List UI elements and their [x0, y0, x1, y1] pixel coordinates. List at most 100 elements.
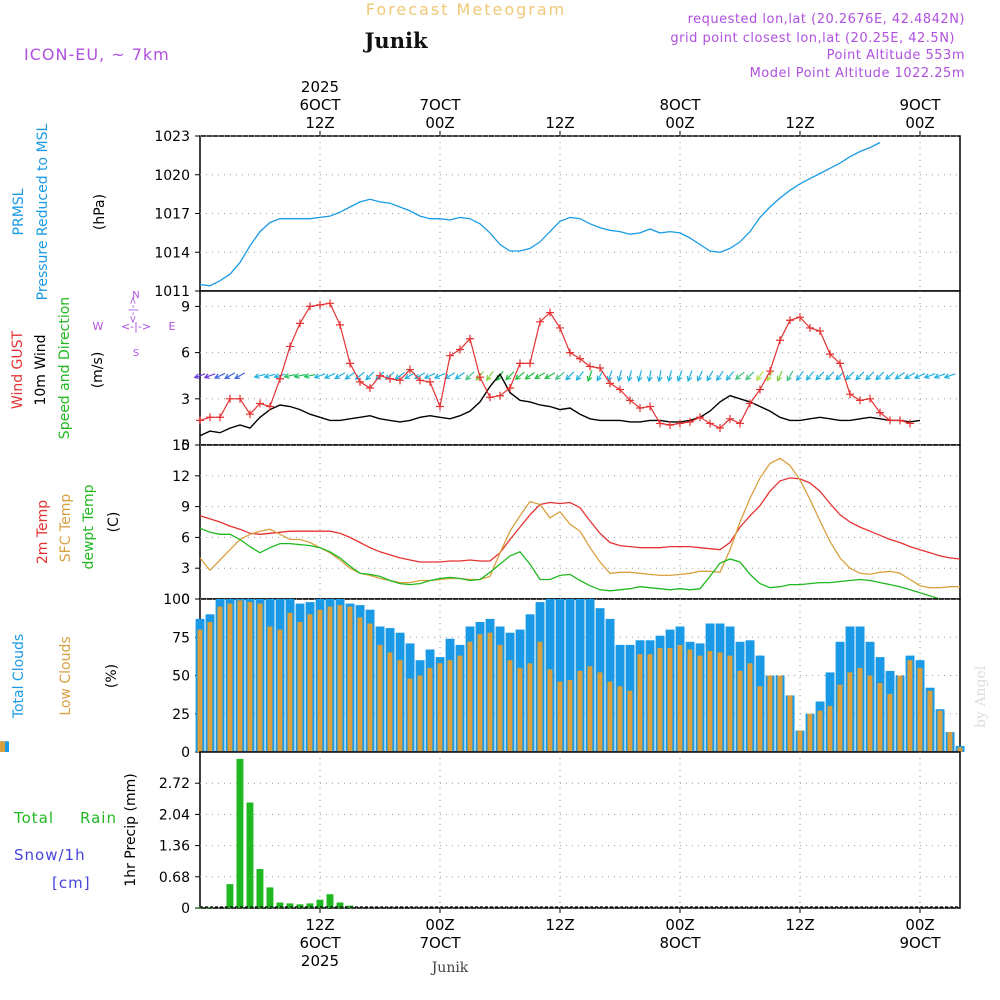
wind-arrow-head — [734, 374, 741, 380]
wind-speed-line — [199, 372, 921, 437]
wind-gust-marker — [816, 327, 824, 336]
wind-arrow-head — [616, 376, 623, 383]
wind-arrow-shaft — [658, 370, 662, 382]
low-cloud-bar — [207, 622, 213, 752]
wind-gust-marker — [606, 379, 614, 388]
low-cloud-bar — [707, 651, 713, 752]
wind-gust-marker — [826, 350, 834, 359]
low-cloud-bar — [947, 732, 953, 752]
wind-gust-marker — [486, 393, 494, 402]
wind-arrow-head — [334, 373, 341, 380]
wind-gust-marker — [596, 364, 604, 372]
low-cloud-bar — [687, 649, 693, 752]
wind-arrow-head — [923, 373, 930, 379]
wind-arrow-head — [666, 376, 673, 383]
wind-arrow-shaft — [845, 371, 855, 381]
wind-direction-arrow — [454, 372, 465, 380]
wind-gust-marker — [666, 420, 674, 429]
wind-gust-marker — [646, 402, 654, 411]
rain-bar — [286, 903, 294, 908]
gridpoint-coords: grid point closest lon,lat (20.25E, 42.5… — [670, 31, 955, 46]
wind-direction-arrow — [656, 370, 663, 383]
wind-panel: 0 3 6 9 — [181, 290, 961, 454]
wind-arrow-shaft — [924, 373, 936, 379]
wind-arrow-shaft — [314, 373, 326, 379]
temperature-frame — [199, 444, 961, 600]
wind-direction-arrow — [745, 371, 755, 381]
bottom-time-label: 12Z — [545, 916, 574, 934]
bottom-time-label: 12Z — [785, 916, 814, 934]
pressure-ytick-label: 1023 — [154, 129, 190, 145]
wind-direction-arrow — [193, 373, 206, 379]
wind-arrow-head — [626, 376, 633, 383]
wind-arrow-shaft — [944, 373, 956, 379]
wind-gust-marker — [256, 399, 264, 408]
wind-arrow-shaft — [486, 370, 494, 381]
wind-frame — [199, 290, 961, 446]
wind-ytick-label: 9 — [181, 299, 190, 315]
low-cloud-bar — [247, 602, 253, 752]
wind-arrow-shaft — [395, 372, 405, 380]
precip-label-cm: [cm] — [52, 874, 91, 892]
wind-arrow-head — [706, 375, 712, 382]
wind-arrow-head — [686, 375, 693, 383]
clouds-ytick-label: 50 — [172, 669, 190, 685]
low-cloud-bar — [847, 672, 853, 752]
wind-arrow-head — [904, 373, 911, 380]
wind-gust-marker — [236, 394, 244, 403]
temperature-ytick-label: 9 — [181, 500, 190, 516]
wind-direction-arrow — [303, 373, 316, 379]
wind-arrow-shaft — [786, 370, 794, 381]
top-time-label: 2025 — [301, 78, 339, 96]
low-cloud-bar — [497, 644, 503, 752]
wind-arrow-shaft — [345, 372, 355, 380]
footer-location: Junik — [430, 960, 469, 976]
wind-arrow-head — [756, 375, 762, 382]
wind-arrow-shaft — [855, 371, 865, 381]
wind-gust-marker — [726, 414, 734, 423]
wind-arrow-head — [283, 373, 290, 379]
wind-gust-marker — [656, 419, 664, 428]
rain-bar — [206, 907, 214, 908]
wind-direction-arrow — [865, 371, 875, 381]
top-time-label: 12Z — [545, 114, 574, 132]
wind-direction-arrow — [943, 373, 956, 379]
precip-ytick-label: 2.72 — [159, 776, 190, 792]
wind-direction-arrow — [825, 371, 835, 381]
low-cloud-bar — [917, 667, 923, 752]
wind-direction-arrow — [815, 371, 825, 381]
wind-direction-arrow — [586, 370, 593, 383]
low-cloud-bar — [327, 606, 333, 752]
wind-arrow-head — [303, 373, 310, 379]
pressure-labels: PRMSL Pressure Reduced to MSL (hPa) — [11, 123, 108, 300]
watermark: by Angel — [973, 665, 989, 728]
wind-arrow-shaft — [525, 372, 535, 380]
wind-gust-marker — [696, 413, 704, 422]
wind-arrow-head — [745, 374, 752, 381]
wind-direction-arrow — [933, 373, 946, 379]
low-cloud-bar — [517, 667, 523, 752]
compass-north: N — [132, 290, 139, 301]
pressure-ytick-label: 1014 — [154, 245, 190, 261]
wind-direction-arrow — [596, 370, 604, 382]
wind-direction-arrow — [505, 371, 515, 381]
wind-gust-marker — [856, 396, 864, 405]
wind-direction-arrow — [725, 371, 734, 381]
low-cloud-bar — [617, 686, 623, 752]
wind-gust-marker — [866, 394, 874, 403]
wind-gust-marker — [536, 317, 544, 326]
wind-arrow-head — [933, 373, 940, 379]
wind-direction-arrow — [845, 371, 855, 381]
wind-direction-arrow — [676, 370, 683, 383]
wind-arrow-shaft — [716, 370, 724, 381]
wind-arrow-shaft — [355, 371, 365, 380]
wind-gust-marker — [546, 308, 554, 317]
wind-gust-marker — [396, 376, 404, 385]
low-cloud-bar — [657, 648, 663, 752]
wind-direction-arrow — [365, 371, 375, 381]
wind-direction-arrow — [554, 371, 565, 380]
low-cloud-bar — [267, 626, 273, 752]
wind-arrow-shaft — [365, 371, 375, 381]
pressure-label-msl: Pressure Reduced to MSL — [35, 123, 51, 300]
wind-arrow-shaft — [607, 370, 613, 382]
